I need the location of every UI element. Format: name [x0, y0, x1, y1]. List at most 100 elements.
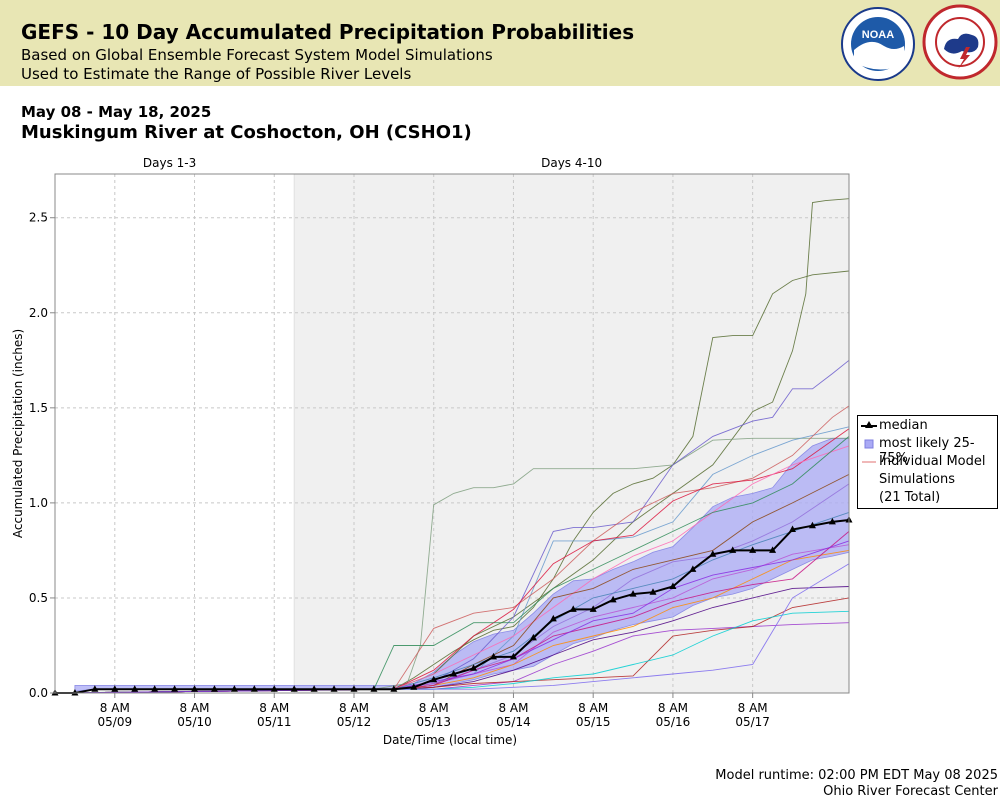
legend-members: Individual Model	[858, 453, 997, 471]
median-point	[629, 590, 637, 597]
member-line	[54, 270, 850, 694]
page-title: GEFS - 10 Day Accumulated Precipitation …	[21, 20, 635, 44]
median-point	[589, 605, 597, 612]
member-line	[54, 597, 850, 694]
median-point	[450, 669, 458, 677]
member-line	[54, 563, 850, 694]
y-tick-label: 2.5	[29, 211, 48, 225]
median-point	[569, 605, 577, 612]
member-symbol	[862, 461, 876, 463]
period-shading	[55, 174, 849, 693]
period-label: Days 1-3	[143, 156, 196, 170]
legend-median: median	[858, 417, 997, 435]
median-point	[171, 685, 179, 692]
legend-members-cont: Simulations	[858, 471, 997, 489]
median-point	[669, 582, 677, 590]
median-point	[91, 685, 99, 692]
y-axis-title: Accumulated Precipitation (inches)	[11, 329, 25, 538]
x-tick-time-label: 8 AM	[658, 701, 688, 715]
precipitation-chart: Days 1-3 Days 4-100.00.51.01.52.02.58 AM0…	[11, 156, 853, 747]
median-point	[131, 685, 139, 692]
date-range: May 08 - May 18, 2025	[21, 103, 212, 121]
median-point	[529, 633, 537, 641]
y-tick-label: 0.0	[29, 686, 48, 700]
legend: median most likely 25-75% Individual Mod…	[857, 415, 998, 509]
member-lines	[54, 198, 850, 694]
header-banner: GEFS - 10 Day Accumulated Precipitation …	[0, 0, 1000, 86]
median-point	[310, 685, 318, 692]
median-point	[828, 517, 836, 525]
legend-band-label: most likely 25-75%	[879, 436, 975, 466]
x-tick-time-label: 8 AM	[419, 701, 449, 715]
legend-members-label-2: Simulations	[879, 472, 956, 487]
y-tick-label: 1.5	[29, 401, 48, 415]
model-runtime: Model runtime: 02:00 PM EDT May 08 2025	[715, 768, 998, 783]
median-point	[609, 595, 617, 603]
x-tick-time-label: 8 AM	[100, 701, 130, 715]
median-point	[649, 588, 657, 595]
x-tick-date-label: 05/11	[257, 715, 292, 729]
median-point	[250, 685, 258, 692]
x-tick-date-label: 05/10	[177, 715, 212, 729]
x-tick-date-label: 05/17	[735, 715, 770, 729]
median-series	[51, 516, 853, 696]
legend-members-label-3: (21 Total)	[879, 490, 941, 505]
median-point	[290, 685, 298, 692]
member-line	[54, 531, 850, 694]
median-point	[410, 683, 418, 690]
x-tick-time-label: 8 AM	[498, 701, 528, 715]
median-point	[549, 614, 557, 622]
median-point	[509, 652, 517, 660]
member-line	[54, 405, 850, 694]
period-label: Days 4-10	[541, 156, 602, 170]
median-point	[111, 685, 119, 692]
median-point	[390, 685, 398, 692]
member-line	[54, 436, 850, 694]
median-point	[470, 664, 478, 671]
median-point	[769, 546, 777, 553]
median-point	[270, 685, 278, 692]
median-point	[191, 685, 199, 692]
axis-labels: Days 1-3 Days 4-100.00.51.01.52.02.58 AM0…	[11, 156, 770, 747]
member-line	[54, 428, 850, 694]
y-tick-label: 1.0	[29, 496, 48, 510]
y-tick-label: 0.5	[29, 591, 48, 605]
median-point	[151, 685, 159, 692]
x-tick-date-label: 05/16	[656, 715, 691, 729]
y-tick-label: 2.0	[29, 306, 48, 320]
legend-members-count: (21 Total)	[858, 489, 997, 507]
subtitle-line-1: Based on Global Ensemble Forecast System…	[21, 46, 493, 64]
subtitle-line-2: Used to Estimate the Range of Possible R…	[21, 65, 412, 83]
median-point	[729, 546, 737, 553]
median-point	[330, 685, 338, 692]
nws-logo	[922, 4, 998, 80]
noaa-logo-text: NOAA	[862, 29, 894, 41]
x-tick-time-label: 8 AM	[738, 701, 768, 715]
median-point	[789, 525, 797, 533]
axes	[50, 173, 850, 698]
plot-frame	[54, 173, 850, 694]
x-tick-date-label: 05/12	[337, 715, 372, 729]
median-point	[808, 521, 816, 529]
x-tick-date-label: 05/15	[576, 715, 611, 729]
median-point	[230, 685, 238, 692]
noaa-logo: NOAA	[841, 7, 915, 81]
median-point	[71, 689, 79, 696]
legend-median-label: median	[879, 418, 928, 433]
x-tick-time-label: 8 AM	[180, 701, 210, 715]
median-symbol	[861, 421, 877, 428]
forecast-center: Ohio River Forecast Center	[823, 784, 998, 799]
x-tick-date-label: 05/13	[416, 715, 451, 729]
x-tick-time-label: 8 AM	[259, 701, 289, 715]
median-point	[350, 685, 358, 692]
median-point	[689, 565, 697, 572]
member-line	[54, 359, 850, 694]
member-line	[54, 445, 850, 694]
median-point	[709, 550, 717, 557]
x-tick-date-label: 05/09	[98, 715, 133, 729]
median-point	[430, 675, 438, 683]
x-tick-time-label: 8 AM	[578, 701, 608, 715]
legend-members-label-1: Individual Model	[879, 454, 986, 469]
median-point	[210, 685, 218, 692]
band-symbol	[864, 439, 874, 449]
